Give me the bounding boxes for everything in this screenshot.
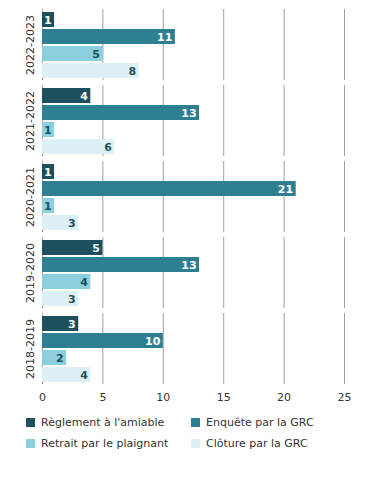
svg-text:8: 8 xyxy=(128,65,136,78)
svg-text:2021-2022: 2021-2022 xyxy=(24,91,37,151)
svg-text:3: 3 xyxy=(68,293,76,306)
svg-text:2: 2 xyxy=(56,352,64,365)
svg-text:4: 4 xyxy=(80,276,88,289)
svg-text:5: 5 xyxy=(92,242,100,255)
html-text:Règlement à l'amiable: Règlement à l'amiable xyxy=(41,416,165,429)
html-text:Retrait par le plaignant: Retrait par le plaignant xyxy=(41,437,169,450)
svg-text:13: 13 xyxy=(181,259,196,272)
svg-text:3: 3 xyxy=(68,318,76,331)
svg-text:1: 1 xyxy=(44,124,52,137)
svg-text:2019-2020: 2019-2020 xyxy=(24,243,37,303)
svg-text:15: 15 xyxy=(217,391,231,404)
svg-text:10: 10 xyxy=(145,335,161,348)
svg-text:6: 6 xyxy=(104,141,112,154)
svg-text:4: 4 xyxy=(80,90,88,103)
svg-text:4: 4 xyxy=(80,369,88,382)
svg-text:2018-2019: 2018-2019 xyxy=(24,319,37,379)
svg-text:1: 1 xyxy=(44,166,52,179)
svg-text:2020-2021: 2020-2021 xyxy=(24,167,37,227)
svg-text:5: 5 xyxy=(99,391,106,404)
svg-text:20: 20 xyxy=(277,391,291,404)
svg-text:25: 25 xyxy=(338,391,352,404)
svg-text:21: 21 xyxy=(278,183,293,196)
svg-text:0: 0 xyxy=(39,391,46,404)
svg-text:10: 10 xyxy=(156,391,170,404)
svg-text:5: 5 xyxy=(92,48,100,61)
svg-text:1: 1 xyxy=(44,200,52,213)
svg-text:2022-2023: 2022-2023 xyxy=(24,15,37,75)
html-text:Clôture par la GRC: Clôture par la GRC xyxy=(206,437,308,450)
svg-text:3: 3 xyxy=(68,217,76,230)
html-text:Enquête par la GRC: Enquête par la GRC xyxy=(206,416,314,429)
svg-text:1: 1 xyxy=(44,14,52,27)
svg-text:11: 11 xyxy=(157,31,172,44)
svg-text:13: 13 xyxy=(181,107,196,120)
